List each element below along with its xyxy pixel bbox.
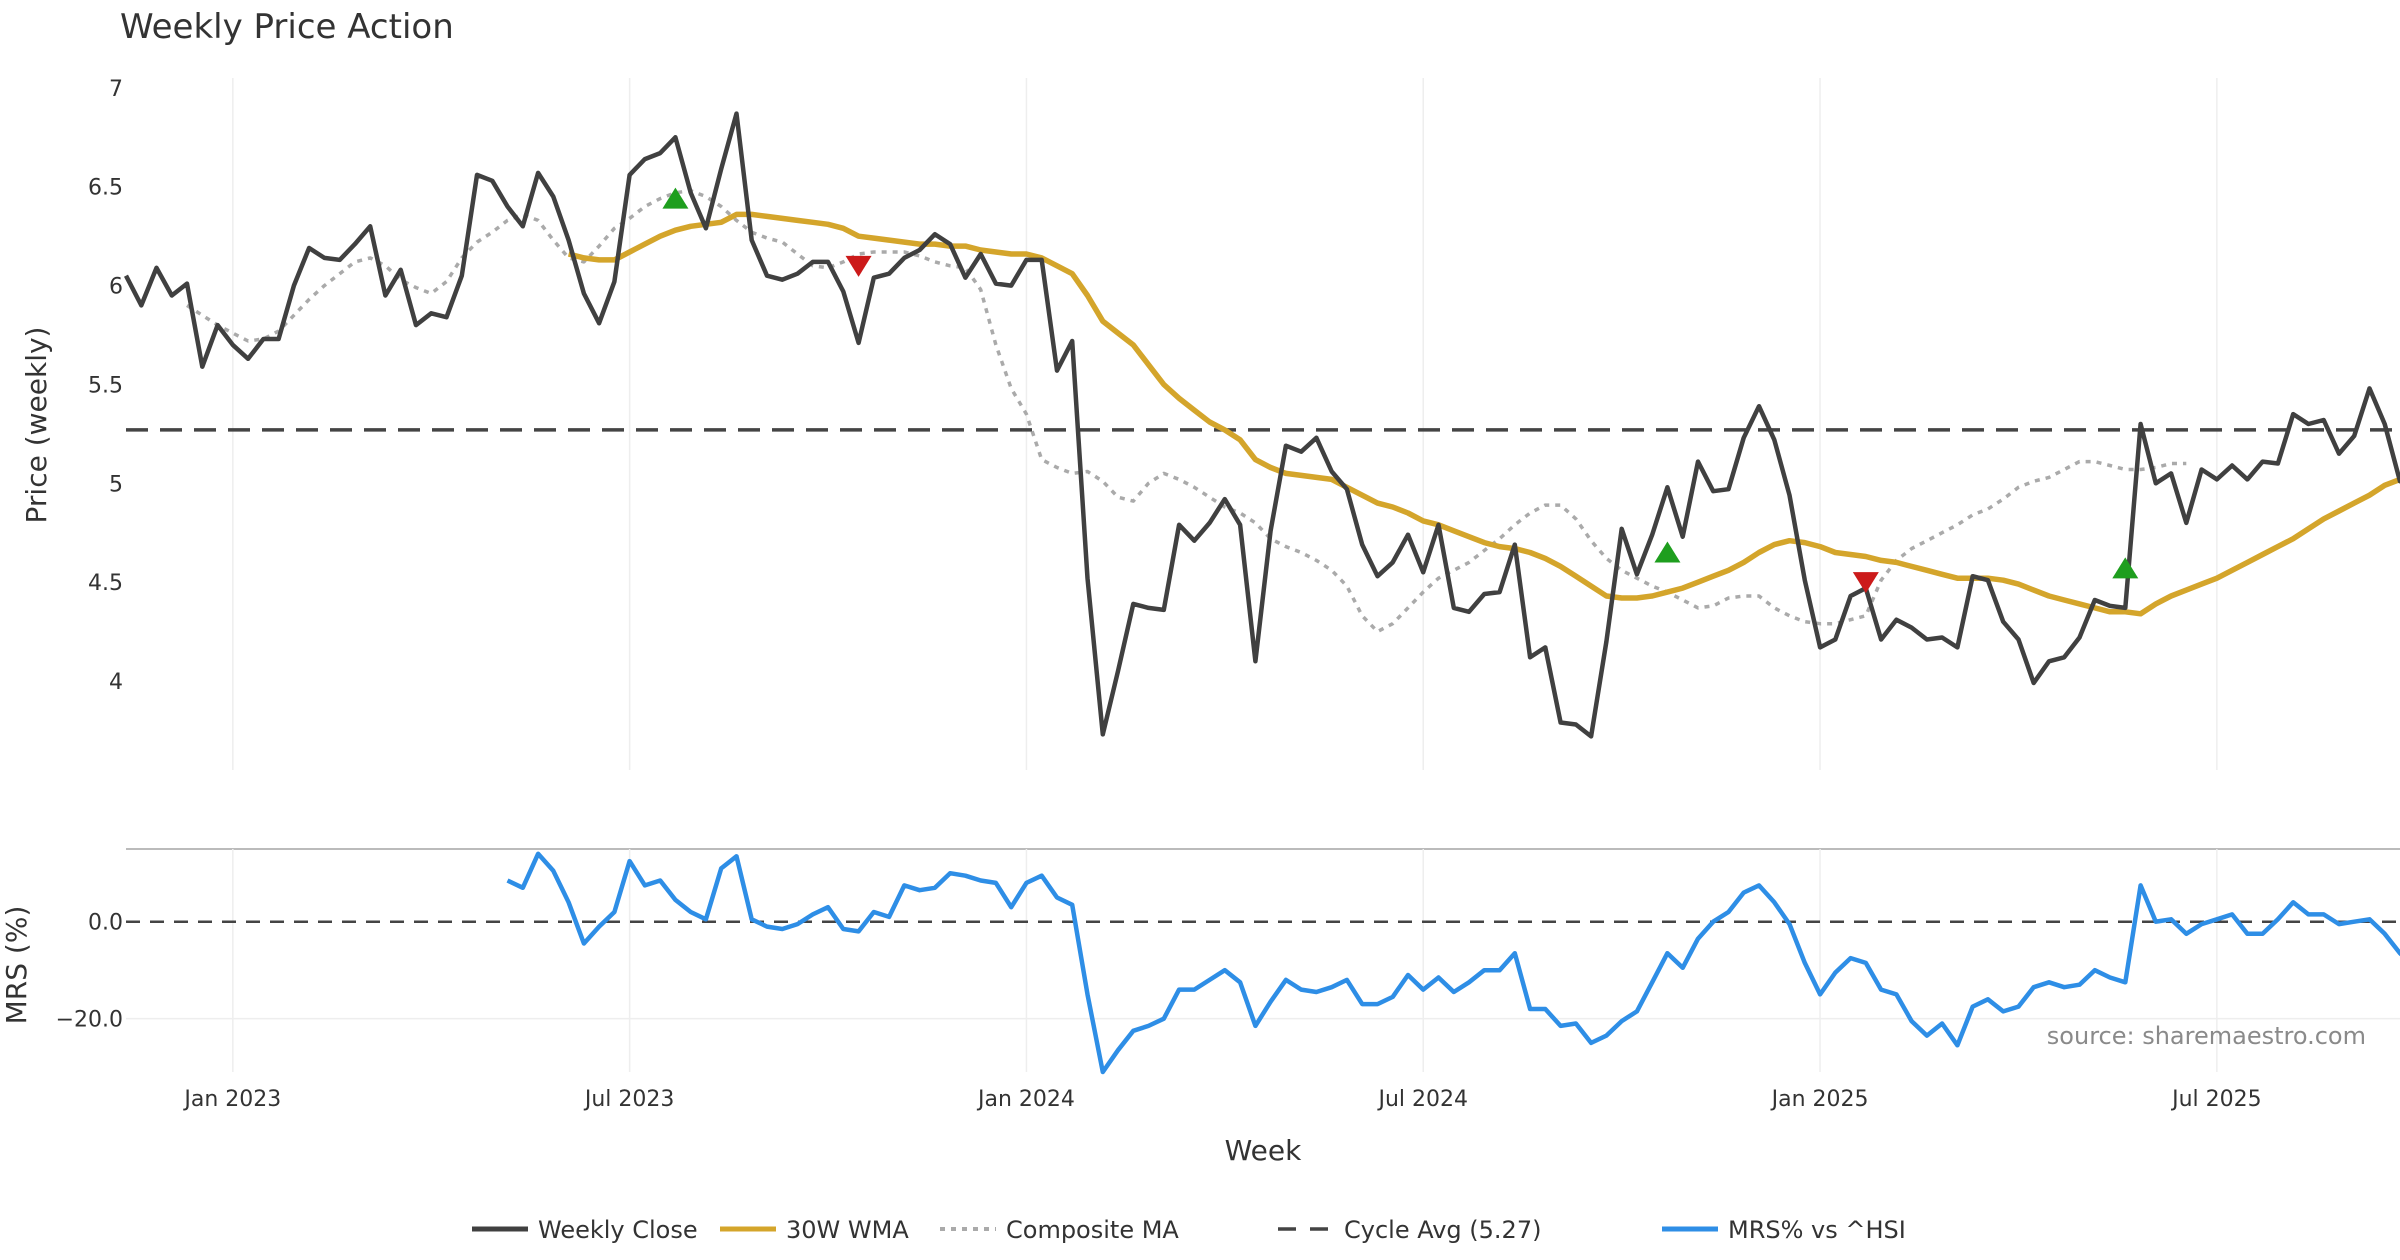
mrs-line <box>506 851 2400 1075</box>
buy-signal-1 <box>1654 541 1681 563</box>
price-y-tick-label: 5.5 <box>88 373 123 398</box>
price-y-tick-label: 6.5 <box>88 176 123 201</box>
legend-label-1: 30W WMA <box>786 1216 909 1244</box>
legend-label-2: Composite MA <box>1006 1216 1179 1244</box>
legend-label-4: MRS% vs ^HSI <box>1728 1216 1906 1244</box>
mrs-panel: 0.0 −20.0 MRS (%) source: sharemaestro.co… <box>0 849 2400 1075</box>
price-panel: 7 6.5 6 5.5 5 4.5 4 Price (weekly) <box>20 77 2400 770</box>
legend-label-3: Cycle Avg (5.27) <box>1344 1216 1541 1244</box>
legend-label-0: Weekly Close <box>538 1216 698 1244</box>
mrs-y-tick-label: 0.0 <box>88 911 123 936</box>
composite-ma-line <box>186 188 2187 634</box>
price-y-ticks: 7 6.5 6 5.5 5 4.5 4 <box>88 77 123 695</box>
signal-markers <box>662 187 2139 594</box>
price-y-tick-label: 5 <box>109 472 123 497</box>
price-gridlines <box>232 78 2218 770</box>
x-tick-label: Jul 2025 <box>2170 1087 2262 1112</box>
price-y-tick-label: 4.5 <box>88 571 123 596</box>
price-y-axis-label: Price (weekly) <box>20 327 53 524</box>
source-label: source: sharemaestro.com <box>2047 1022 2366 1050</box>
buy-signal-2 <box>2112 557 2139 579</box>
sell-signal-1 <box>1852 572 1879 594</box>
mrs-y-axis-label: MRS (%) <box>0 906 33 1025</box>
x-tick-label: Jul 2024 <box>1376 1087 1468 1112</box>
price-y-tick-label: 7 <box>109 77 123 102</box>
x-tick-label: Jan 2024 <box>976 1087 1075 1112</box>
x-tick-label: Jul 2023 <box>583 1087 675 1112</box>
weekly-close-line <box>123 111 2400 739</box>
buy-signal-0 <box>662 187 689 209</box>
price-y-tick-label: 6 <box>109 275 123 300</box>
x-axis-ticks: Jan 2023 Jul 2023 Jan 2024 Jul 2024 Jan 2025… <box>182 1087 2261 1112</box>
x-tick-label: Jan 2023 <box>182 1087 281 1112</box>
x-tick-label: Jan 2025 <box>1770 1087 1869 1112</box>
chart-title: Weekly Price Action <box>120 7 454 47</box>
x-axis-label: Week <box>1225 1134 1302 1167</box>
legend: Weekly Close 30W WMA Composite MA Cycle Avg… <box>472 1216 1906 1244</box>
sell-signal-0 <box>845 255 872 277</box>
mrs-y-tick-label: −20.0 <box>56 1008 123 1033</box>
price-y-tick-label: 4 <box>109 670 123 695</box>
mrs-y-ticks: 0.0 −20.0 <box>56 911 123 1033</box>
wma-30w-line <box>567 211 2400 617</box>
